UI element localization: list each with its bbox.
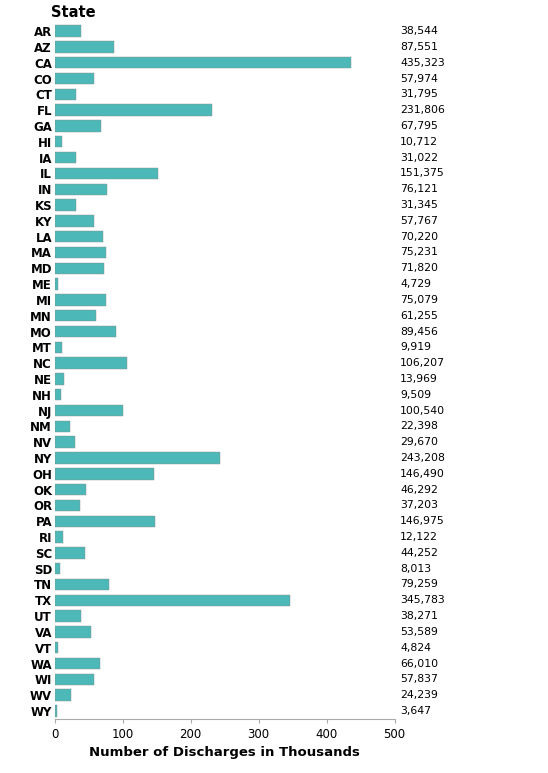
Text: 9,919: 9,919 xyxy=(400,342,431,352)
Text: 8,013: 8,013 xyxy=(400,564,431,574)
Text: 9,509: 9,509 xyxy=(400,390,431,400)
Text: 37,203: 37,203 xyxy=(400,500,438,510)
Text: 345,783: 345,783 xyxy=(400,595,445,605)
Bar xyxy=(55,57,351,68)
Text: 79,259: 79,259 xyxy=(400,580,438,590)
Bar xyxy=(55,152,76,163)
Bar xyxy=(55,357,127,369)
Text: 24,239: 24,239 xyxy=(400,690,438,700)
Bar xyxy=(55,673,94,685)
Text: 38,271: 38,271 xyxy=(400,611,438,621)
Text: 57,837: 57,837 xyxy=(400,674,438,684)
X-axis label: Number of Discharges in Thousands: Number of Discharges in Thousands xyxy=(89,747,360,760)
Bar xyxy=(55,215,94,226)
Bar xyxy=(55,437,75,448)
Bar xyxy=(55,594,290,606)
Bar xyxy=(55,295,106,305)
Text: 100,540: 100,540 xyxy=(400,406,445,416)
Bar xyxy=(55,705,58,717)
Bar xyxy=(55,121,101,131)
Text: 231,806: 231,806 xyxy=(400,105,445,115)
Text: 31,345: 31,345 xyxy=(400,200,438,210)
Text: 22,398: 22,398 xyxy=(400,421,438,431)
Bar xyxy=(55,642,58,653)
Bar xyxy=(55,579,109,590)
Text: 46,292: 46,292 xyxy=(400,485,438,495)
Bar xyxy=(55,563,60,574)
Text: 53,589: 53,589 xyxy=(400,627,438,637)
Bar xyxy=(55,104,212,116)
Text: 75,079: 75,079 xyxy=(400,295,438,305)
Text: 4,824: 4,824 xyxy=(400,642,431,652)
Text: 44,252: 44,252 xyxy=(400,548,438,558)
Text: 29,670: 29,670 xyxy=(400,438,438,448)
Bar xyxy=(55,531,63,543)
Bar xyxy=(55,41,115,53)
Bar xyxy=(55,89,76,100)
Text: 31,795: 31,795 xyxy=(400,90,438,100)
Bar xyxy=(55,389,61,400)
Bar xyxy=(55,499,80,511)
Text: 243,208: 243,208 xyxy=(400,453,445,463)
Text: 146,490: 146,490 xyxy=(400,468,445,478)
Bar xyxy=(55,342,61,353)
Text: 146,975: 146,975 xyxy=(400,516,445,526)
Text: 87,551: 87,551 xyxy=(400,42,438,52)
Bar xyxy=(55,468,155,479)
Text: 31,022: 31,022 xyxy=(400,152,438,162)
Text: 67,795: 67,795 xyxy=(400,121,438,131)
Bar xyxy=(55,421,70,432)
Text: 71,820: 71,820 xyxy=(400,264,438,274)
Text: 435,323: 435,323 xyxy=(400,58,445,68)
Text: 10,712: 10,712 xyxy=(400,137,438,147)
Bar xyxy=(55,326,116,337)
Bar xyxy=(55,658,100,669)
Text: 106,207: 106,207 xyxy=(400,358,445,368)
Text: 89,456: 89,456 xyxy=(400,326,438,336)
Bar xyxy=(55,452,220,464)
Bar xyxy=(55,183,106,195)
Text: 57,767: 57,767 xyxy=(400,216,438,226)
Text: 61,255: 61,255 xyxy=(400,311,438,321)
Bar xyxy=(55,405,123,416)
Bar xyxy=(55,231,102,242)
Bar xyxy=(55,247,106,258)
Text: 4,729: 4,729 xyxy=(400,279,431,289)
Text: 151,375: 151,375 xyxy=(400,169,445,179)
Bar xyxy=(55,136,62,148)
Text: 57,974: 57,974 xyxy=(400,73,438,83)
Bar xyxy=(55,168,158,179)
Bar xyxy=(55,516,155,527)
Bar xyxy=(55,690,71,701)
Bar xyxy=(55,484,86,495)
Text: 3,647: 3,647 xyxy=(400,706,431,716)
Text: 75,231: 75,231 xyxy=(400,247,438,257)
Text: 38,544: 38,544 xyxy=(400,26,438,36)
Bar xyxy=(55,373,64,385)
Bar xyxy=(55,73,94,84)
Bar xyxy=(55,547,85,559)
Text: State: State xyxy=(52,5,96,20)
Bar xyxy=(55,310,96,322)
Bar xyxy=(55,611,81,621)
Text: 66,010: 66,010 xyxy=(400,659,438,669)
Text: 12,122: 12,122 xyxy=(400,532,438,542)
Text: 70,220: 70,220 xyxy=(400,232,438,242)
Bar xyxy=(55,199,76,211)
Bar xyxy=(55,26,81,37)
Bar xyxy=(55,278,58,290)
Bar xyxy=(55,626,91,638)
Text: 13,969: 13,969 xyxy=(400,374,438,384)
Bar xyxy=(55,263,104,274)
Text: 76,121: 76,121 xyxy=(400,184,438,194)
